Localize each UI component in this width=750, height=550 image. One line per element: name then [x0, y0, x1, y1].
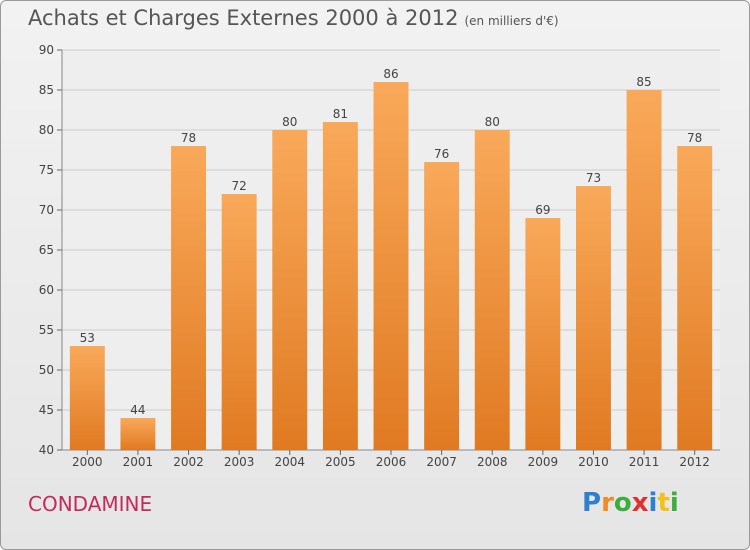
bar — [474, 130, 510, 450]
x-tick-label: 2002 — [173, 455, 204, 469]
bar — [322, 122, 358, 450]
data-label: 80 — [485, 115, 500, 129]
bar — [221, 194, 257, 450]
y-tick-label: 60 — [39, 283, 54, 297]
chart-title: Achats et Charges Externes 2000 à 2012 (e… — [28, 6, 559, 30]
proxiti-logo: Proxiti — [582, 488, 679, 518]
data-label: 69 — [535, 203, 550, 217]
bar — [272, 130, 308, 450]
data-label: 72 — [232, 179, 247, 193]
axes: 40 45 50 55 60 65 70 75 80 85 90 2000 2001 2002 2003 20… — [39, 43, 720, 469]
data-label: 86 — [383, 67, 398, 81]
x-tick-label: 2006 — [376, 455, 407, 469]
y-tick-label: 45 — [39, 403, 54, 417]
x-tick-label: 2004 — [274, 455, 305, 469]
logo-letter: o — [613, 488, 632, 518]
logo-letter: r — [601, 488, 614, 518]
x-tick-label: 2010 — [578, 455, 609, 469]
logo-letter: t — [657, 488, 670, 518]
x-tick-label: 2005 — [325, 455, 356, 469]
x-tick-label: 2003 — [224, 455, 255, 469]
x-tick-label: 2007 — [426, 455, 457, 469]
y-tick-label: 85 — [39, 83, 54, 97]
y-tick-label: 40 — [39, 443, 54, 457]
x-tick-label: 2000 — [72, 455, 103, 469]
data-label: 81 — [333, 107, 348, 121]
y-tick-label: 65 — [39, 243, 54, 257]
x-tick-label: 2001 — [123, 455, 154, 469]
data-label: 44 — [130, 403, 145, 417]
x-tick-label: 2012 — [679, 455, 710, 469]
x-tick-label: 2008 — [477, 455, 508, 469]
data-labels: 53 44 78 72 80 81 86 76 80 69 73 85 78 — [80, 67, 703, 417]
chart-title-text: Achats et Charges Externes 2000 à 2012 — [28, 6, 459, 30]
bar — [373, 82, 409, 450]
x-tick-label: 2009 — [528, 455, 559, 469]
bars — [69, 82, 713, 450]
y-tick-label: 75 — [39, 163, 54, 177]
data-label: 53 — [80, 331, 95, 345]
data-label: 80 — [282, 115, 297, 129]
bar — [171, 146, 207, 450]
bar — [69, 346, 105, 450]
y-tick-label: 80 — [39, 123, 54, 137]
logo-letter: i — [669, 488, 679, 518]
bar — [575, 186, 611, 450]
y-tick-label: 90 — [39, 43, 54, 57]
data-label: 78 — [181, 131, 196, 145]
bar — [626, 90, 662, 450]
commune-name: CONDAMINE — [28, 492, 153, 516]
logo-letter: i — [648, 488, 658, 518]
data-label: 78 — [687, 131, 702, 145]
x-tick-label: 2011 — [629, 455, 660, 469]
data-label: 85 — [636, 75, 651, 89]
bar — [424, 162, 460, 450]
y-tick-label: 55 — [39, 323, 54, 337]
data-label: 76 — [434, 147, 449, 161]
bar — [525, 218, 561, 450]
y-tick-label: 50 — [39, 363, 54, 377]
bar — [677, 146, 713, 450]
logo-letter: P — [582, 488, 602, 518]
logo-letter: x — [631, 488, 649, 518]
data-label: 73 — [586, 171, 601, 185]
y-tick-label: 70 — [39, 203, 54, 217]
unit-note: (en milliers d'€) — [464, 14, 559, 28]
bar — [120, 418, 156, 450]
